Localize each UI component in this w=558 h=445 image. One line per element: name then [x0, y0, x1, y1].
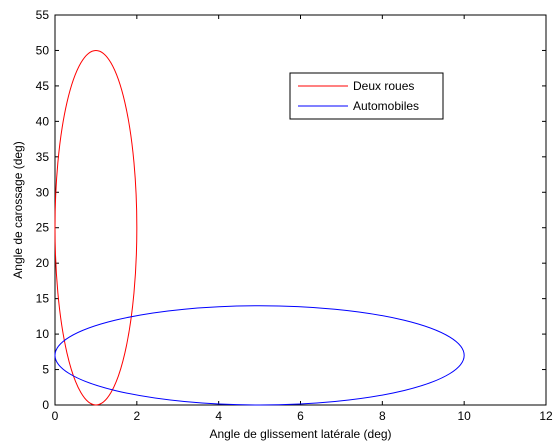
y-tick-label: 30	[36, 185, 50, 199]
x-tick-label: 2	[133, 409, 140, 423]
legend-entry: Automobiles	[353, 99, 419, 113]
x-axis-label: Angle de glissement latérale (deg)	[209, 427, 391, 441]
y-tick-label: 10	[36, 327, 50, 341]
series-line-1	[54, 305, 465, 406]
y-tick-label: 50	[36, 43, 50, 57]
legend: Deux roues Automobiles	[289, 72, 444, 120]
y-tick-label: 25	[36, 221, 50, 235]
y-tick-label: 5	[42, 363, 49, 377]
y-tick-label: 0	[42, 398, 49, 412]
x-tick-label: 10	[457, 409, 471, 423]
y-tick-label: 40	[36, 114, 50, 128]
y-tick-label: 15	[36, 292, 50, 306]
x-tick-label: 12	[539, 409, 553, 423]
y-tick-label: 45	[36, 79, 50, 93]
ticks: 0 2 4 6 8 10 12 0 5 10 15 20 25 30 35 40 45 50 55	[36, 8, 553, 423]
x-tick-label: 6	[297, 409, 304, 423]
legend-entry: Deux roues	[353, 79, 414, 93]
x-tick-label: 0	[52, 409, 59, 423]
legend-box	[289, 72, 444, 120]
y-tick-label: 55	[36, 8, 50, 22]
y-axis-label: Angle de carossage (deg)	[11, 141, 25, 278]
series-line-0	[54, 49, 138, 406]
x-tick-label: 4	[215, 409, 222, 423]
y-tick-label: 20	[36, 256, 50, 270]
x-tick-label: 8	[379, 409, 386, 423]
y-tick-label: 35	[36, 150, 50, 164]
series-group	[54, 49, 465, 406]
